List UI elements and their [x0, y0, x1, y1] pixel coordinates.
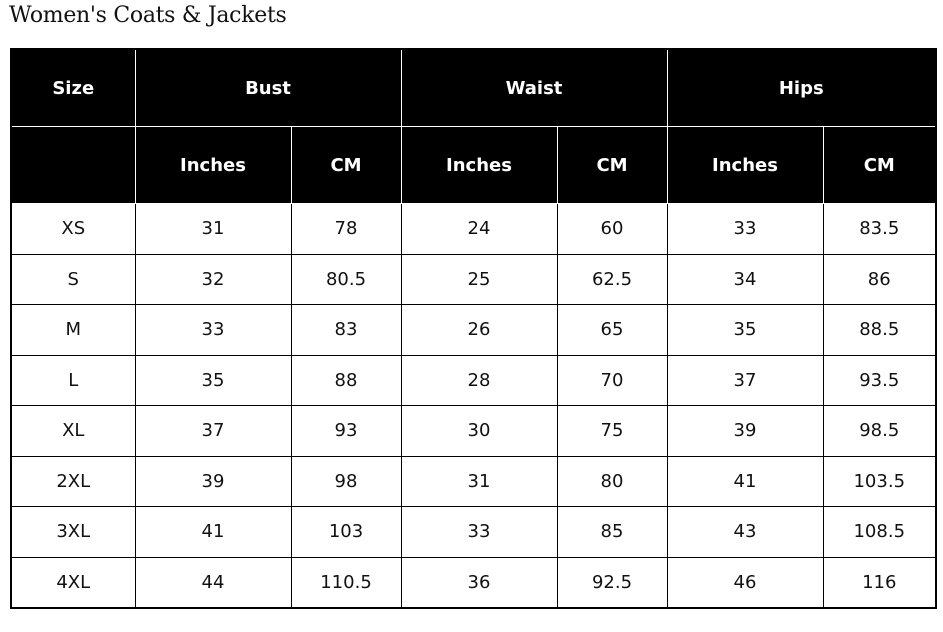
header-waist: Waist	[400, 48, 668, 127]
header-row-groups: Size Bust Waist Hips	[10, 48, 937, 127]
cell-waist-cm: 85	[556, 506, 668, 558]
table-row: 4XL 44 110.5 36 92.5 46 116	[10, 556, 937, 609]
header-hips-cm: CM	[822, 126, 937, 204]
cell-hips-cm: 116	[822, 556, 937, 609]
cell-waist-cm: 80	[556, 455, 668, 507]
cell-waist-inches: 24	[400, 203, 558, 255]
cell-waist-inches: 25	[400, 253, 558, 305]
cell-bust-inches: 35	[134, 354, 292, 406]
cell-waist-cm: 70	[556, 354, 668, 406]
table-row: XS 31 78 24 60 33 83.5	[10, 203, 937, 255]
header-row-units: Inches CM Inches CM Inches CM	[10, 126, 937, 204]
table-row: 3XL 41 103 33 85 43 108.5	[10, 506, 937, 558]
header-bust: Bust	[134, 48, 402, 127]
table-row: XL 37 93 30 75 39 98.5	[10, 405, 937, 457]
cell-hips-cm: 88.5	[822, 304, 937, 356]
header-bust-cm: CM	[290, 126, 402, 204]
cell-waist-inches: 26	[400, 304, 558, 356]
cell-hips-inches: 39	[666, 405, 824, 457]
cell-bust-cm: 98	[290, 455, 402, 507]
cell-hips-cm: 93.5	[822, 354, 937, 406]
cell-waist-inches: 30	[400, 405, 558, 457]
cell-hips-cm: 83.5	[822, 203, 937, 255]
cell-bust-inches: 32	[134, 253, 292, 305]
cell-hips-cm: 103.5	[822, 455, 937, 507]
cell-bust-cm: 103	[290, 506, 402, 558]
cell-bust-inches: 41	[134, 506, 292, 558]
cell-waist-inches: 31	[400, 455, 558, 507]
header-bust-inches: Inches	[134, 126, 292, 204]
cell-hips-inches: 41	[666, 455, 824, 507]
cell-bust-cm: 88	[290, 354, 402, 406]
cell-hips-inches: 46	[666, 556, 824, 609]
table-row: S 32 80.5 25 62.5 34 86	[10, 253, 937, 305]
cell-hips-cm: 98.5	[822, 405, 937, 457]
cell-waist-cm: 92.5	[556, 556, 668, 609]
cell-size: 4XL	[10, 556, 136, 609]
header-blank	[10, 126, 136, 204]
table-row: 2XL 39 98 31 80 41 103.5	[10, 455, 937, 507]
cell-bust-cm: 83	[290, 304, 402, 356]
cell-waist-inches: 33	[400, 506, 558, 558]
cell-hips-cm: 108.5	[822, 506, 937, 558]
cell-bust-inches: 44	[134, 556, 292, 609]
table-row: L 35 88 28 70 37 93.5	[10, 354, 937, 406]
cell-waist-cm: 62.5	[556, 253, 668, 305]
cell-bust-inches: 33	[134, 304, 292, 356]
cell-hips-inches: 37	[666, 354, 824, 406]
cell-size: XL	[10, 405, 136, 457]
cell-bust-cm: 93	[290, 405, 402, 457]
cell-size: M	[10, 304, 136, 356]
cell-size: XS	[10, 203, 136, 255]
cell-bust-cm: 110.5	[290, 556, 402, 609]
cell-waist-inches: 36	[400, 556, 558, 609]
cell-hips-inches: 43	[666, 506, 824, 558]
cell-bust-inches: 31	[134, 203, 292, 255]
cell-size: L	[10, 354, 136, 406]
cell-size: S	[10, 253, 136, 305]
cell-hips-cm: 86	[822, 253, 937, 305]
cell-size: 2XL	[10, 455, 136, 507]
size-chart-table: Size Bust Waist Hips Inches CM Inches CM…	[10, 48, 937, 609]
header-waist-inches: Inches	[400, 126, 558, 204]
table-row: M 33 83 26 65 35 88.5	[10, 304, 937, 356]
header-hips: Hips	[666, 48, 937, 127]
cell-hips-inches: 34	[666, 253, 824, 305]
cell-bust-cm: 80.5	[290, 253, 402, 305]
cell-bust-cm: 78	[290, 203, 402, 255]
header-hips-inches: Inches	[666, 126, 824, 204]
page-title: Women's Coats & Jackets	[9, 3, 287, 28]
cell-hips-inches: 35	[666, 304, 824, 356]
cell-bust-inches: 37	[134, 405, 292, 457]
cell-hips-inches: 33	[666, 203, 824, 255]
cell-waist-cm: 60	[556, 203, 668, 255]
cell-waist-inches: 28	[400, 354, 558, 406]
header-size: Size	[10, 48, 136, 127]
cell-waist-cm: 65	[556, 304, 668, 356]
cell-waist-cm: 75	[556, 405, 668, 457]
header-waist-cm: CM	[556, 126, 668, 204]
cell-bust-inches: 39	[134, 455, 292, 507]
cell-size: 3XL	[10, 506, 136, 558]
